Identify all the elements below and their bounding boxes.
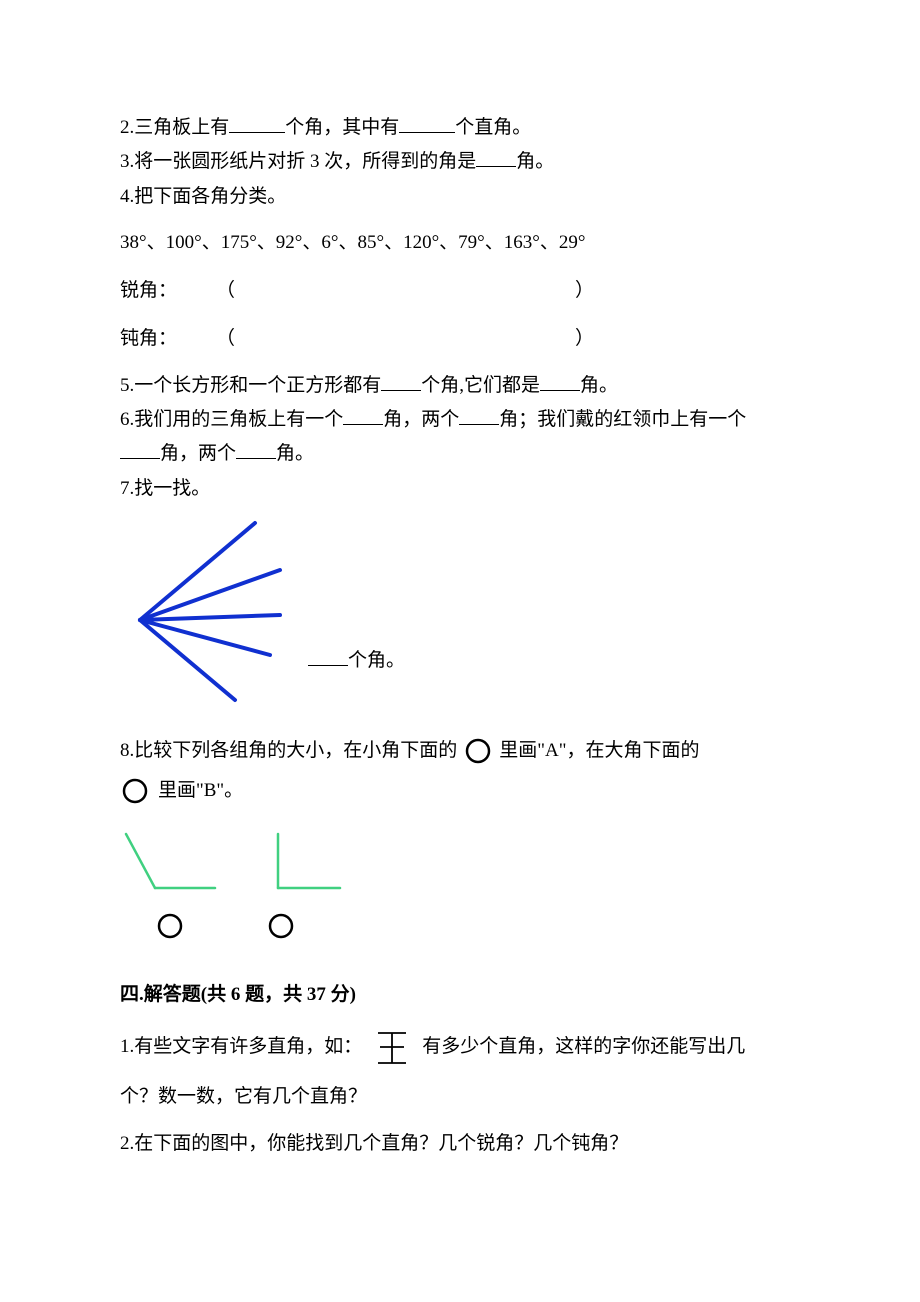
question-6-line1: 6.我们用的三角板上有一个 角，两个 角；我们戴的红领巾上有一个 — [120, 404, 800, 436]
question-8-line1: 8.比较下列各组角的大小，在小角下面的 里画"A"，在大角下面的 — [120, 735, 800, 767]
circle-icon — [463, 736, 493, 766]
blank — [540, 371, 580, 391]
q7-suffix: 个角。 — [348, 650, 405, 671]
blank — [308, 646, 348, 666]
q8-part3: 里画"B"。 — [158, 775, 243, 807]
section4-q1-line2: 个？数一数，它有几个直角？ — [120, 1081, 800, 1113]
q6-2a: 角，两个 — [160, 443, 236, 464]
q6-1c: 角；我们戴的红领巾上有一个 — [499, 409, 746, 430]
q6-1b: 角，两个 — [383, 409, 459, 430]
question-4-acute: 锐角： （ ） — [120, 275, 800, 307]
blank — [229, 113, 285, 133]
page-content: 2.三角板上有 个角，其中有 个直角。 3.将一张圆形纸片对折 3 次，所得到的角是… — [0, 0, 920, 1262]
question-5: 5.一个长方形和一个正方形都有 个角,它们都是 角。 — [120, 370, 800, 402]
blank — [120, 439, 160, 459]
q5-mid: 个角,它们都是 — [421, 375, 540, 396]
q4-title: 4.把下面各角分类。 — [120, 186, 286, 207]
circle-icon — [266, 911, 296, 941]
close-bracket: ） — [575, 275, 594, 307]
section-4-heading: 四.解答题(共 6 题，共 37 分) — [120, 979, 800, 1011]
q5-suffix: 角。 — [580, 375, 618, 396]
question-4-obtuse: 钝角： （ ） — [120, 323, 800, 355]
q2-suffix: 个直角。 — [455, 117, 531, 138]
section4-q1-line1: 1.有些文字有许多直角，如： 有多少个直角，这样的字你还能写出几 — [120, 1025, 800, 1069]
question-6-line2: 角，两个 角。 — [120, 438, 800, 470]
s4q2-text: 2.在下面的图中，你能找到几个直角？几个锐角？几个钝角？ — [120, 1133, 628, 1154]
q4-angles: 38°、100°、175°、92°、6°、85°、120°、79°、163°、2… — [120, 232, 585, 253]
question-7-figure-row: 个角。 — [120, 515, 800, 705]
question-4-angles: 38°、100°、175°、92°、6°、85°、120°、79°、163°、2… — [120, 227, 800, 259]
angle-figure-1 — [120, 828, 220, 942]
blank — [236, 439, 276, 459]
open-bracket: （ — [216, 323, 235, 355]
wang-character-icon — [374, 1025, 410, 1069]
q6-1a: 6.我们用的三角板上有一个 — [120, 409, 343, 430]
circle-icon — [120, 776, 150, 806]
q7-title: 7.找一找。 — [120, 478, 210, 499]
q3-prefix: 3.将一张圆形纸片对折 3 次，所得到的角是 — [120, 151, 476, 172]
angle-figure-2 — [260, 828, 350, 942]
q8-part1: 8.比较下列各组角的大小，在小角下面的 — [120, 735, 457, 767]
question-8-figures — [120, 828, 800, 942]
blank — [476, 147, 516, 167]
question-8-line2: 里画"B"。 — [120, 775, 800, 807]
question-3: 3.将一张圆形纸片对折 3 次，所得到的角是 角。 — [120, 146, 800, 178]
q6-2b: 角。 — [276, 443, 314, 464]
q4-acute-label: 锐角： — [120, 275, 210, 307]
s4q1-part3: 个？数一数，它有几个直角？ — [120, 1086, 367, 1107]
q5-prefix: 5.一个长方形和一个正方形都有 — [120, 375, 381, 396]
q2-mid: 个角，其中有 — [285, 117, 399, 138]
section4-text: 四.解答题(共 6 题，共 37 分) — [120, 984, 356, 1005]
blank — [381, 371, 421, 391]
q8-part2: 里画"A"，在大角下面的 — [499, 735, 699, 767]
close-bracket: ） — [575, 323, 594, 355]
q3-suffix: 角。 — [516, 151, 554, 172]
circle-icon — [155, 911, 185, 941]
question-7-title: 7.找一找。 — [120, 473, 800, 505]
s4q1-part2: 有多少个直角，这样的字你还能写出几 — [422, 1031, 745, 1063]
fan-angles-figure — [120, 515, 300, 705]
q2-prefix: 2.三角板上有 — [120, 117, 229, 138]
open-bracket: （ — [216, 275, 235, 307]
question-2: 2.三角板上有 个角，其中有 个直角。 — [120, 112, 800, 144]
s4q1-part1: 1.有些文字有许多直角，如： — [120, 1031, 362, 1063]
blank — [399, 113, 455, 133]
question-4-title: 4.把下面各角分类。 — [120, 181, 800, 213]
blank — [459, 405, 499, 425]
blank — [343, 405, 383, 425]
q4-obtuse-label: 钝角： — [120, 323, 210, 355]
section4-q2: 2.在下面的图中，你能找到几个直角？几个锐角？几个钝角？ — [120, 1128, 800, 1160]
